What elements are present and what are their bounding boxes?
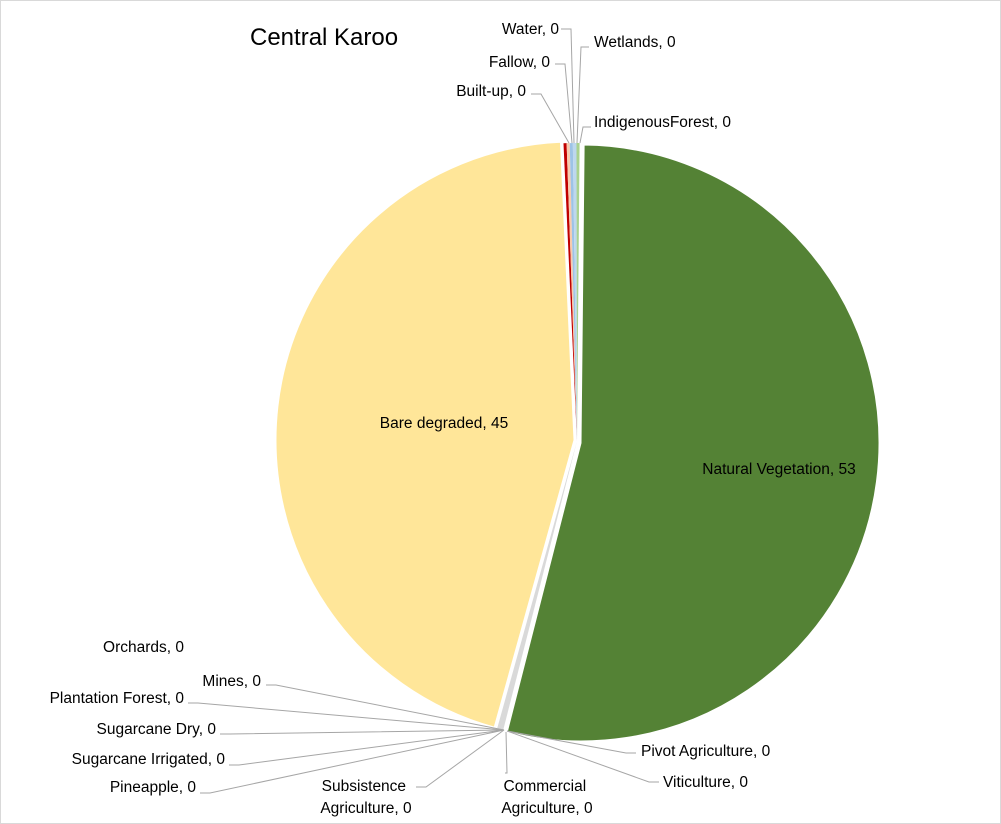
data-label-plantation-forest: Plantation Forest, 0 — [50, 690, 185, 707]
leader-pineapple — [200, 729, 505, 794]
slice-bare-degraded — [275, 141, 575, 728]
slice-commercial-agriculture — [497, 441, 577, 730]
data-label-sugarcane-dry: Sugarcane Dry, 0 — [97, 721, 217, 738]
leader-sugarcane-dry — [220, 729, 505, 735]
leader-indigenous-forest — [579, 126, 591, 144]
data-label-natural-vegetation: Natural Vegetation, 53 — [702, 461, 855, 478]
data-label-orchards: Orchards, 0 — [103, 639, 184, 656]
commercial-label-line-1: Commercial — [504, 778, 587, 795]
data-label-bare-degraded: Bare degraded, 45 — [380, 415, 508, 432]
chart-title: Central Karoo — [250, 24, 398, 51]
data-label-viticulture: Viticulture, 0 — [663, 774, 748, 791]
leader-sugarcane-irrigated — [229, 729, 505, 766]
leader-built-up — [531, 93, 570, 144]
commercial-label-line-2: Agriculture, 0 — [501, 800, 593, 817]
leader-pivot-agriculture — [506, 730, 636, 754]
slice-built-up — [563, 143, 577, 442]
leader-mines — [266, 684, 505, 731]
data-label-fallow: Fallow, 0 — [489, 54, 551, 71]
data-label-built-up: Built-up, 0 — [456, 83, 526, 100]
leader-wetlands — [576, 46, 589, 144]
data-label-water: Water, 0 — [502, 21, 560, 38]
leader-fallow — [555, 63, 573, 144]
slice-fallow — [566, 143, 577, 441]
slice-natural-vegetation — [506, 144, 880, 742]
data-label-commercial-agriculture: Commercial Agriculture, 0 — [501, 778, 593, 817]
data-label-sugarcane-irrigated: Sugarcane Irrigated, 0 — [72, 751, 226, 768]
leader-commercial-agriculture — [505, 731, 508, 774]
subsistence-label-line-1: Subsistence — [322, 778, 406, 795]
leader-plantation-forest — [188, 702, 505, 731]
data-label-indigenous-forest: IndigenousForest, 0 — [594, 114, 731, 131]
subsistence-label-line-2: Agriculture, 0 — [320, 800, 412, 817]
data-label-mines: Mines, 0 — [202, 673, 261, 690]
data-label-pivot-agriculture: Pivot Agriculture, 0 — [641, 743, 771, 760]
leader-water — [561, 28, 575, 144]
slice-wetlands — [572, 143, 577, 441]
data-label-pineapple: Pineapple, 0 — [110, 779, 197, 796]
data-label-subsistence-agriculture: Subsistence Agriculture, 0 — [320, 778, 412, 817]
leader-subsistence-agriculture — [416, 729, 505, 788]
leader-viticulture — [506, 730, 659, 783]
slice-indigenous-forest — [576, 143, 580, 442]
slice-water — [569, 143, 577, 441]
data-label-wetlands: Wetlands, 0 — [594, 34, 676, 51]
